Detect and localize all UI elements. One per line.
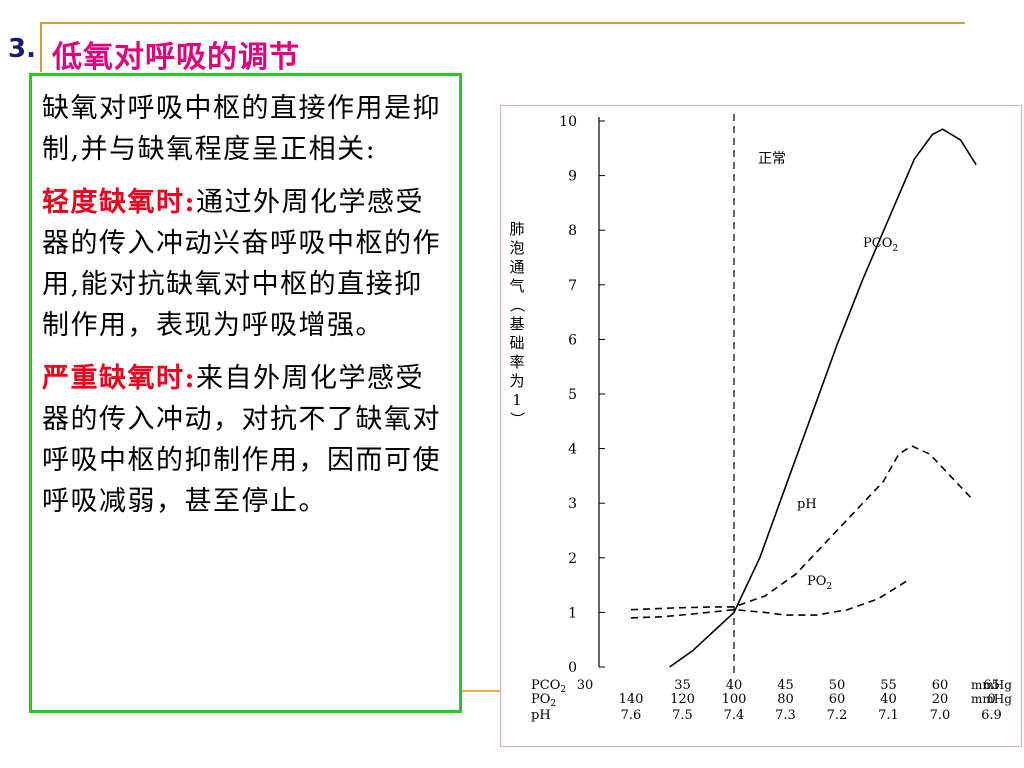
y-tick-label-2: 2 — [568, 551, 577, 567]
y-axis-label-char: 通 — [509, 258, 524, 276]
y-tick-label-6: 6 — [568, 332, 577, 348]
mild-hypoxia-label: 轻度缺氧时: — [42, 187, 196, 218]
x-tick-label-ph: 6.9 — [981, 708, 1002, 723]
x-tick-label-pco2: 55 — [880, 678, 897, 693]
series-line-ph — [630, 445, 972, 611]
x-tick-label-po2: 20 — [932, 692, 949, 707]
x-tick-label-pco2: 45 — [777, 678, 794, 693]
x-tick-label-ph: 7.4 — [724, 708, 745, 723]
y-tick-label-3: 3 — [568, 496, 577, 512]
x-tick-label-po2: 60 — [829, 692, 846, 707]
y-tick-label-0: 0 — [568, 660, 577, 676]
series-line-pco2 — [669, 128, 977, 668]
series-label-ph: pH — [797, 497, 817, 512]
y-tick-label-8: 8 — [568, 223, 577, 239]
x-tick-label-po2: 140 — [619, 692, 644, 707]
y-tick-label-9: 9 — [568, 169, 577, 185]
x-tick-label-ph: 7.1 — [878, 708, 899, 723]
y-tick-label-5: 5 — [568, 387, 577, 403]
slide-title: 低氧对呼吸的调节 — [52, 40, 300, 75]
connector-rule — [462, 690, 500, 692]
x-tick-label-pco2: 35 — [674, 678, 691, 693]
x-tick-label-po2: 0 — [987, 692, 995, 707]
title-divider — [40, 22, 42, 72]
series-line-po2 — [630, 578, 910, 619]
text-panel: 缺氧对呼吸中枢的直接作用是抑制,并与缺氧程度呈正相关: 轻度缺氧时:通过外周化学… — [29, 73, 462, 713]
series-label-po2: PO2 — [807, 574, 832, 592]
y-axis-label-char: 1 — [512, 391, 522, 409]
severe-hypoxia-paragraph: 严重缺氧时:来自外周化学感受器的传入冲动，对抗不了缺氧对呼吸中枢的抑制作用，因而… — [42, 358, 449, 522]
y-axis-label-char: 气 — [509, 277, 524, 295]
y-axis-label-char: 肺 — [509, 220, 524, 238]
y-axis-label-char: 泡 — [509, 239, 524, 257]
mild-hypoxia-text: 通过外周化学感受器的传入冲动兴奋呼吸中枢的作用,能对抗缺氧对中枢的直接抑制作用，… — [42, 187, 441, 341]
x-axis-name-pco2: PCO2 — [531, 678, 566, 695]
y-axis-label-char: ） — [508, 411, 526, 426]
x-tick-label-ph: 7.5 — [672, 708, 693, 723]
x-axis-name-ph: pH — [531, 708, 551, 723]
x-axis-unit-pco2: mmHg — [971, 678, 1012, 692]
x-tick-label-pco2: 60 — [932, 678, 949, 693]
y-axis-label-char: （ — [508, 297, 526, 312]
y-axis-label-char: 率 — [509, 353, 524, 371]
normal-label: 正常 — [758, 151, 786, 167]
section-number: 3. — [8, 34, 36, 64]
x-tick-label-ph: 7.0 — [930, 708, 951, 723]
y-tick-label-10: 10 — [559, 114, 577, 130]
x-tick-label-ph: 7.3 — [775, 708, 796, 723]
x-tick-label-pco2: 65 — [983, 678, 1000, 693]
x-tick-label-pco2: 50 — [829, 678, 846, 693]
y-axis-label-char: 基 — [509, 315, 524, 333]
y-axis-label-char: 为 — [509, 372, 524, 390]
x-tick-label-po2: 100 — [722, 692, 747, 707]
y-tick-label-4: 4 — [568, 442, 577, 458]
ventilation-chart: 0 1 2 3 4 5 6 7 8 9 10 肺泡通气（基础率为 1）正常 PCO2 pH PO2 PCO2 30… — [500, 105, 1022, 747]
intro-paragraph: 缺氧对呼吸中枢的直接作用是抑制,并与缺氧程度呈正相关: — [42, 93, 441, 165]
x-tick-label-ph: 7.2 — [827, 708, 848, 723]
series-label-pco2: PCO2 — [863, 236, 898, 254]
x-tick-label-po2: 40 — [880, 692, 897, 707]
severe-hypoxia-label: 严重缺氧时: — [42, 363, 196, 394]
x-tick-label-po2: 80 — [777, 692, 794, 707]
x-tick-label-pco2: 40 — [726, 678, 743, 693]
severe-hypoxia-text: 来自外周化学感受器的传入冲动，对抗不了缺氧对呼吸中枢的抑制作用，因而可使呼吸减弱… — [42, 363, 441, 517]
x-tick-label-pco2: 30 — [577, 678, 594, 693]
x-tick-label-ph: 7.6 — [621, 708, 642, 723]
title-rule — [40, 22, 965, 24]
x-tick-label-po2: 120 — [670, 692, 695, 707]
x-axis-unit-po2: mmHg — [971, 692, 1012, 706]
mild-hypoxia-paragraph: 轻度缺氧时:通过外周化学感受器的传入冲动兴奋呼吸中枢的作用,能对抗缺氧对中枢的直… — [42, 182, 449, 346]
x-axis-name-po2: PO2 — [531, 692, 556, 709]
y-axis-label-char: 础 — [509, 334, 524, 352]
y-tick-label-7: 7 — [568, 278, 577, 294]
y-tick-label-1: 1 — [568, 605, 577, 621]
